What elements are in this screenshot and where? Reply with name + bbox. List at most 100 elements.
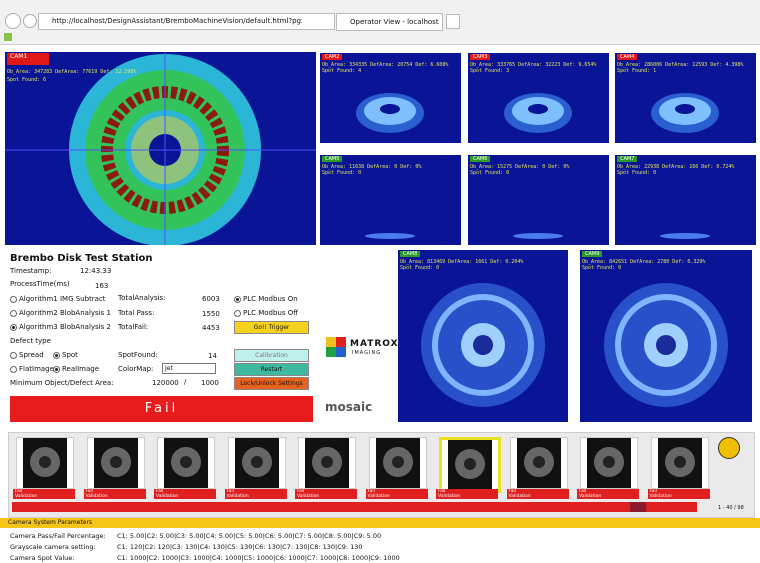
camera-view: CAM9 Ob_Area: 842651 DefArea: 2780 Def: 0…: [580, 250, 752, 422]
camera-label: CAM7: [617, 156, 638, 162]
radio[interactable]: [10, 366, 17, 373]
thumbnail-status: Fail: [508, 489, 516, 494]
favorites-icon[interactable]: [4, 33, 12, 41]
new-tab[interactable]: [446, 14, 460, 29]
radio[interactable]: [53, 352, 60, 359]
radio[interactable]: [10, 352, 17, 359]
camera-spots: Spot Found: 0: [322, 170, 362, 176]
camera-view: CAM6 Ob_Area: 15275 DefArea: 0 Def: 0% Spo…: [468, 155, 609, 245]
tab[interactable]: [336, 13, 443, 31]
thumbnail[interactable]: [580, 437, 638, 489]
process-label: ProcessTime(ms): [10, 280, 70, 288]
thumbnail[interactable]: [368, 437, 427, 489]
camera-image: [93, 438, 138, 488]
total-label: TotalAnalysis:: [118, 294, 166, 302]
camera-image: [356, 93, 424, 133]
camera-spots: Spot Found: 0: [617, 170, 657, 176]
play-button[interactable]: [718, 437, 740, 459]
image-shape: [656, 335, 676, 355]
radio[interactable]: [10, 296, 17, 303]
camera-stats: Ob_Area: 347283 DefArea: 77619 Def: 22.2…: [7, 69, 137, 75]
restart-button[interactable]: Restart: [234, 363, 309, 376]
thumbnail[interactable]: [509, 437, 568, 489]
thumbnail-note: Validation: [438, 494, 461, 499]
back-button[interactable]: [5, 13, 21, 29]
thumbnail-status: Fail: [367, 489, 375, 494]
thumbnail-tag: Fail Validation: [647, 489, 710, 499]
image-shape: [675, 104, 695, 114]
separator: /: [184, 378, 187, 386]
camera-image: [651, 93, 719, 133]
thumbnail-status: Fail: [85, 489, 93, 494]
camera-label: CAM9: [582, 251, 603, 257]
mosaic-logo: mosaic: [325, 400, 373, 414]
radio[interactable]: [53, 366, 60, 373]
radio[interactable]: [10, 310, 17, 317]
thumbnail-status: Fail: [156, 489, 164, 494]
image-shape: [321, 456, 333, 468]
thumbnail-status: Fail: [579, 489, 587, 494]
thumbnail-note: Validation: [367, 494, 390, 499]
parameter-value: C1: 1000|C2: 1000|C3: 1000|C4: 1000|C5: …: [117, 554, 400, 562]
camera-label: CAM2: [322, 54, 343, 60]
thumbnail[interactable]: [157, 437, 215, 489]
timestamp: 12:43.33: [80, 267, 112, 275]
image-shape: [673, 456, 686, 468]
thumbnail-status: Fail: [438, 489, 446, 494]
progress-current: [630, 502, 646, 512]
thumbnail-status: Fail: [15, 489, 23, 494]
thumbnail-status: Fail: [297, 489, 305, 494]
thumbnail[interactable]: [227, 437, 286, 489]
colormap-value: Jet: [165, 365, 173, 372]
parameter-label: Grayscale camera setting:: [10, 543, 96, 551]
thumbnail-note: Validation: [85, 494, 108, 499]
camera-label: CAM5: [322, 156, 343, 162]
thumbnail-tag: Fail Validation: [295, 489, 357, 499]
camera-view: CAM2 Ob_Area: 334335 DefArea: 20754 Def: …: [320, 53, 461, 143]
algorithm: Algorithm2 BlobAnalysis 1: [19, 309, 111, 317]
camera-image: [305, 438, 349, 488]
thumbnail-note: Validation: [156, 494, 179, 499]
radio[interactable]: [234, 296, 241, 303]
camera-stats: Ob_Area: 334335 DefArea: 20754 Def: 6.60…: [322, 62, 449, 68]
total-value: 4453: [202, 324, 220, 332]
image-shape: [180, 456, 192, 468]
thumbnail-note: Validation: [579, 494, 602, 499]
camera-image: [375, 438, 420, 488]
thumbnail-tag: Fail Validation: [577, 489, 639, 499]
min-object: 120000: [152, 379, 179, 387]
thumbnail-tag: Fail Validation: [13, 489, 75, 499]
thumbnail[interactable]: [86, 437, 145, 489]
image-shape: [380, 104, 400, 114]
camera-label: CAM1: [7, 53, 49, 65]
thumbnail[interactable]: [650, 437, 709, 489]
address-bar[interactable]: [38, 13, 335, 30]
camera-spots: Spot Found: 0: [582, 265, 622, 271]
thumbnail-note: Validation: [15, 494, 38, 499]
camera-image: [587, 438, 631, 488]
matrox-icon: [326, 337, 346, 357]
calibration-button[interactable]: Calibration: [234, 349, 309, 362]
thumbnail-tag: Fail Validation: [436, 489, 498, 499]
camera-spots: Spot Found: 1: [617, 68, 657, 74]
spread-option: Spread: [19, 351, 44, 359]
image-shape: [532, 456, 545, 468]
total-value: 6003: [202, 295, 220, 303]
camera-stats: Ob_Area: 813469 DefArea: 1661 Def: 0.204…: [400, 259, 524, 265]
radio[interactable]: [234, 310, 241, 317]
thumbnail[interactable]: [16, 437, 74, 489]
thumbnail-status: Fail: [649, 489, 657, 494]
camera-spots: Spot Found: 3: [470, 68, 510, 74]
lock-button[interactable]: Lock/Unlock Settings: [234, 377, 309, 390]
camera-spots: Spot Found: 0: [470, 170, 510, 176]
thumbnail[interactable]: [439, 437, 501, 493]
camera-stats: Ob_Area: 11638 DefArea: 0 Def: 0%: [322, 164, 422, 170]
trigger-button[interactable]: Go!! Trigger: [234, 321, 309, 334]
colormap-select[interactable]: [162, 363, 216, 374]
thumbnail[interactable]: [298, 437, 356, 489]
camera-view: CAM3 Ob_Area: 333765 DefArea: 32223 Def: …: [468, 53, 609, 143]
pager: 1 - 40 / 98: [718, 505, 744, 511]
camera-label: CAM3: [470, 54, 491, 60]
forward-button[interactable]: [23, 14, 37, 28]
radio[interactable]: [10, 324, 17, 331]
